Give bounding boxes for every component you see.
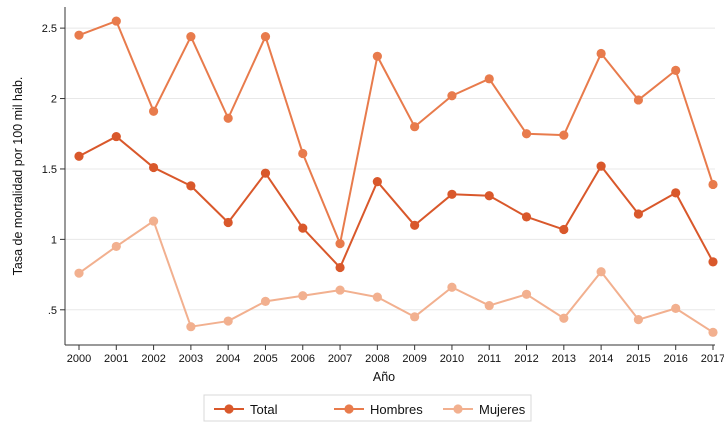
x-tick-label: 2005 <box>253 353 277 365</box>
legend-label-hombres: Hombres <box>370 402 423 417</box>
data-point-hombres <box>410 122 420 132</box>
data-point-mujeres <box>223 316 233 326</box>
data-point-total <box>559 224 569 235</box>
legend: Total Hombres Mujeres <box>203 394 532 422</box>
data-point-mujeres <box>484 300 494 311</box>
data-point-mujeres <box>335 285 345 295</box>
series-line-hombres <box>78 20 714 245</box>
data-point-mujeres <box>186 322 196 332</box>
data-point-hombres <box>111 16 121 26</box>
data-point-hombres <box>223 113 233 123</box>
data-point-total <box>111 131 121 142</box>
data-point-hombres <box>671 65 681 75</box>
x-tick-label: 2014 <box>589 353 613 365</box>
x-tick-label: 2002 <box>141 353 165 365</box>
data-point-hombres <box>708 179 718 190</box>
y-tick-label: .5 <box>48 305 57 317</box>
x-tick-label: 2015 <box>626 353 650 365</box>
x-tick-label: 2009 <box>402 353 426 365</box>
data-point-hombres <box>260 31 271 42</box>
series-group <box>74 16 718 337</box>
x-tick-label: 2010 <box>440 353 464 365</box>
data-point-total <box>484 191 494 201</box>
data-point-mujeres <box>111 241 121 252</box>
y-tick-label: 2 <box>51 94 57 106</box>
data-point-total <box>633 209 644 219</box>
data-point-total <box>74 151 84 161</box>
data-point-mujeres <box>372 292 382 302</box>
x-tick-label: 2000 <box>67 353 91 365</box>
data-point-hombres <box>484 74 494 84</box>
data-point-mujeres <box>410 312 420 322</box>
x-tick-label: 2008 <box>365 353 389 365</box>
x-tick-label: 2004 <box>216 353 240 365</box>
data-point-mujeres <box>260 296 271 306</box>
legend-label-total: Total <box>250 402 278 417</box>
data-point-hombres <box>521 129 532 139</box>
data-point-total <box>410 220 420 230</box>
y-axis-title: Tasa de mortalidad por 100 mil hab. <box>11 77 25 276</box>
legend-label-mujeres: Mujeres <box>479 402 526 417</box>
series-line-total <box>78 135 714 269</box>
x-tick-label: 2013 <box>552 353 576 365</box>
data-point-total <box>298 223 308 233</box>
data-point-hombres <box>186 31 196 42</box>
axes: .5 1 1.5 2 2.5 2000 2001 2002 2003 2004 2005 2006 20… <box>42 7 724 365</box>
y-tick-label: 1.5 <box>42 164 57 176</box>
x-tick-label: 2012 <box>514 353 538 365</box>
gridlines <box>65 27 715 311</box>
data-point-total <box>372 177 382 187</box>
x-tick-label: 2006 <box>291 353 315 365</box>
data-point-mujeres <box>633 315 644 325</box>
data-point-total <box>447 189 457 199</box>
legend-marker-hombres <box>344 404 354 414</box>
data-point-hombres <box>633 95 644 105</box>
x-tick-label: 2003 <box>179 353 203 365</box>
x-tick-label: 2017 <box>701 353 724 365</box>
data-point-total <box>260 168 271 178</box>
data-point-hombres <box>335 239 345 249</box>
data-point-total <box>671 188 681 198</box>
data-point-hombres <box>447 91 457 101</box>
data-point-hombres <box>596 48 606 59</box>
data-point-hombres <box>74 30 84 40</box>
x-axis-title: Año <box>373 370 395 384</box>
legend-marker-mujeres <box>453 404 463 414</box>
x-tick-label: 2016 <box>663 353 687 365</box>
data-point-mujeres <box>148 216 159 226</box>
x-tick-label: 2007 <box>328 353 352 365</box>
data-point-total <box>708 257 718 267</box>
data-point-hombres <box>148 106 159 116</box>
data-point-total <box>186 181 196 191</box>
data-point-mujeres <box>521 289 532 299</box>
data-point-mujeres <box>559 313 569 323</box>
data-point-total <box>148 162 159 173</box>
data-point-total <box>335 262 345 273</box>
series-line-mujeres <box>78 220 714 334</box>
data-point-mujeres <box>671 303 681 313</box>
x-tick-label: 2001 <box>104 353 128 365</box>
data-point-mujeres <box>708 327 718 337</box>
data-point-mujeres <box>298 291 308 301</box>
legend-box <box>203 394 532 422</box>
y-tick-label: 1 <box>51 234 57 246</box>
x-tick-label: 2011 <box>477 353 501 365</box>
legend-marker-total <box>224 404 234 414</box>
data-point-total <box>223 217 233 228</box>
data-point-total <box>521 212 532 222</box>
data-point-hombres <box>372 51 382 61</box>
data-point-mujeres <box>74 268 84 278</box>
data-point-mujeres <box>447 282 457 292</box>
data-point-total <box>596 161 606 171</box>
data-point-mujeres <box>596 267 606 277</box>
y-tick-label: 2.5 <box>42 23 57 35</box>
data-point-hombres <box>298 148 308 159</box>
data-point-hombres <box>559 130 569 140</box>
